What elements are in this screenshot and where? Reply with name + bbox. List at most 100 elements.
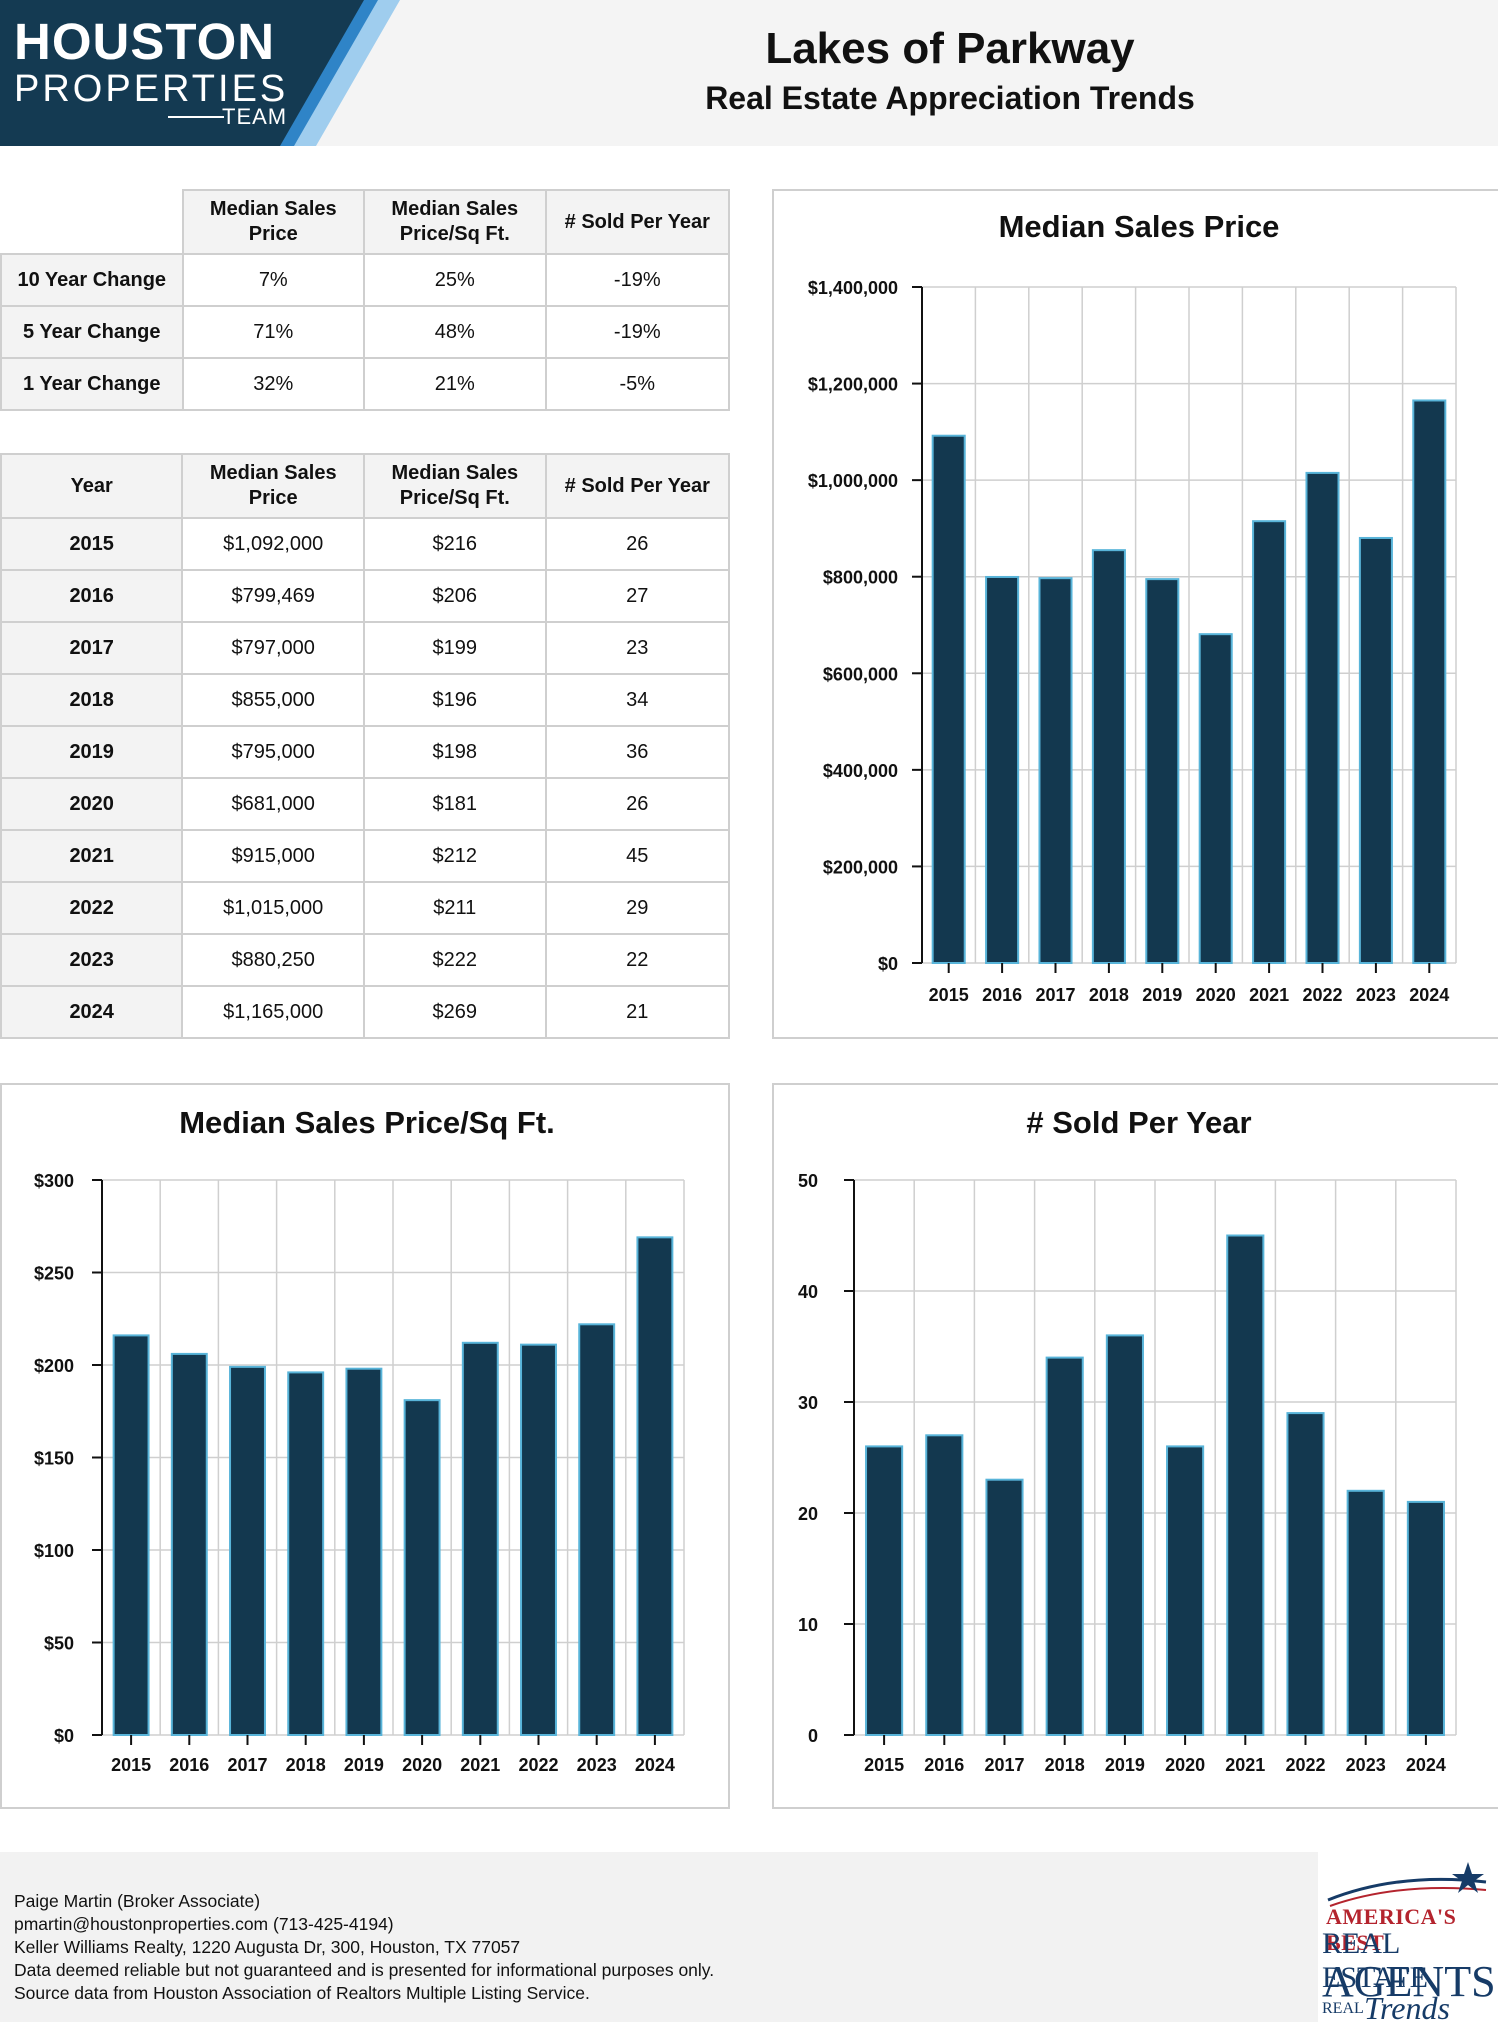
bar-2017 (1038, 577, 1073, 964)
y-tick-label: $800,000 (823, 568, 898, 588)
x-tick-label: 2016 (982, 985, 1022, 1005)
table-cell: $198 (363, 725, 547, 779)
x-tick-label: 2018 (286, 1755, 326, 1775)
x-tick-label: 2024 (1406, 1755, 1446, 1775)
table-cell: $212 (363, 829, 547, 883)
table-cell: 21 (544, 985, 731, 1039)
x-tick-label: 2021 (1225, 1755, 1265, 1775)
median-sales-price-chart: Median Sales Price $0 $200,000 $400,000 $60… (772, 189, 1498, 1039)
bar-2021 (1252, 520, 1287, 964)
bar-2024 (1412, 399, 1447, 964)
sold-per-year-chart: # Sold Per Year 0 10 20 30 40 50 2015 2016 2017 2… (772, 1083, 1498, 1809)
row-label: 2018 (0, 673, 184, 727)
table-cell: $1,092,000 (181, 517, 366, 571)
bar-2015 (865, 1445, 904, 1736)
table-header-row: Median Sales Price Median Sales Price/Sq… (0, 189, 731, 255)
x-tick-label: 2019 (344, 1755, 384, 1775)
y-tick-label: $200 (34, 1356, 74, 1376)
table-cell: 32% (181, 357, 366, 411)
x-tick-label: 2022 (518, 1755, 558, 1775)
table-cell: $1,165,000 (181, 985, 366, 1039)
table-row: 2018 $855,000 $196 34 (0, 673, 731, 727)
bar-2020 (1166, 1445, 1205, 1736)
chart-canvas: $0 $50 $100 $150 $200 $250 $300 2015 2016 2017 201… (34, 1171, 685, 1775)
x-tick-label: 2022 (1302, 985, 1342, 1005)
y-tick-label: 50 (798, 1171, 818, 1191)
table-cell: 7% (181, 253, 366, 307)
x-tick-label: 2016 (169, 1755, 209, 1775)
bar-2022 (1305, 471, 1340, 964)
bar-2019 (1145, 578, 1180, 964)
x-tick-label: 2019 (1142, 985, 1182, 1005)
change-summary-table: Median Sales Price Median Sales Price/Sq… (0, 189, 731, 411)
corner-cell (0, 189, 184, 255)
table-cell: 23 (544, 621, 731, 675)
y-tick-label: $0 (54, 1726, 74, 1746)
x-tick-label: 2020 (1196, 985, 1236, 1005)
bar-2021 (461, 1341, 499, 1736)
table-cell: $196 (363, 673, 547, 727)
column-header: Median Sales Price (181, 453, 366, 519)
page-subtitle: Real Estate Appreciation Trends (705, 80, 1195, 116)
bar-2024 (1406, 1500, 1445, 1736)
bar-2018 (1091, 549, 1126, 964)
y-tick-label: $600,000 (823, 664, 898, 684)
table-cell: $880,250 (181, 933, 366, 987)
disclaimer: Data deemed reliable but not guaranteed … (14, 1960, 715, 1980)
column-header: # Sold Per Year (544, 189, 731, 255)
x-tick-label: 2016 (924, 1755, 964, 1775)
x-tick-label: 2020 (402, 1755, 442, 1775)
table-cell: 27 (544, 569, 731, 623)
y-tick-label: 20 (798, 1504, 818, 1524)
table-cell: $181 (363, 777, 547, 831)
table-row: 2022 $1,015,000 $211 29 (0, 881, 731, 935)
bar-2023 (1346, 1489, 1385, 1736)
table-cell: $1,015,000 (181, 881, 366, 935)
y-tick-label: $0 (878, 954, 898, 974)
x-tick-label: 2015 (864, 1755, 904, 1775)
bar-2016 (170, 1352, 208, 1736)
column-header: Median Sales Price (181, 189, 366, 255)
company-logo[interactable]: HOUSTON PROPERTIES TEAM (0, 0, 410, 146)
row-label: 2024 (0, 985, 184, 1039)
bar-2022 (520, 1343, 557, 1736)
agent-name: Paige Martin (Broker Associate) (14, 1891, 261, 1911)
x-tick-label: 2018 (1089, 985, 1129, 1005)
page-header: HOUSTON PROPERTIES TEAM Lakes of Parkway… (0, 0, 1498, 146)
row-label: 2017 (0, 621, 184, 675)
logo-banner-shape (0, 0, 400, 146)
y-tick-label: $1,000,000 (808, 471, 898, 491)
table-cell: 21% (363, 357, 547, 411)
bar-2019 (345, 1367, 383, 1736)
x-tick-label: 2023 (1356, 985, 1396, 1005)
brokerage-address: Keller Williams Realty, 1220 Augusta Dr,… (14, 1937, 521, 1957)
americas-best-agents-badge: AMERICA'S BEST REAL ESTATE AGENTS REAL T… (1318, 1852, 1498, 2026)
table-cell: $915,000 (181, 829, 366, 883)
chart-title: Median Sales Price (998, 209, 1280, 244)
table-cell: $216 (363, 517, 547, 571)
x-tick-label: 2015 (111, 1755, 151, 1775)
y-tick-label: 40 (798, 1282, 818, 1302)
table-cell: -19% (544, 305, 731, 359)
table-row: 2015 $1,092,000 $216 26 (0, 517, 731, 571)
x-tick-label: 2020 (1165, 1755, 1205, 1775)
y-tick-label: $400,000 (823, 761, 898, 781)
table-cell: 34 (544, 673, 731, 727)
bar-2016 (925, 1434, 964, 1736)
y-tick-label: $1,200,000 (808, 375, 898, 395)
logo-line-3: TEAM (222, 104, 288, 129)
y-tick-label: $100 (34, 1541, 74, 1561)
bar-2020 (403, 1399, 441, 1736)
agent-contact[interactable]: pmartin@houstonproperties.com (713-425-4… (14, 1914, 394, 1934)
row-label: 2015 (0, 517, 184, 571)
y-tick-label: $1,400,000 (808, 278, 898, 298)
row-label: 2022 (0, 881, 184, 935)
badge-line-5: Trends (1364, 1990, 1450, 2026)
table-cell: -5% (544, 357, 731, 411)
bar-2019 (1105, 1334, 1144, 1736)
bar-2016 (985, 575, 1020, 964)
row-label: 2023 (0, 933, 184, 987)
row-label: 2021 (0, 829, 184, 883)
bar-2017 (985, 1478, 1024, 1737)
x-tick-label: 2021 (1249, 985, 1289, 1005)
